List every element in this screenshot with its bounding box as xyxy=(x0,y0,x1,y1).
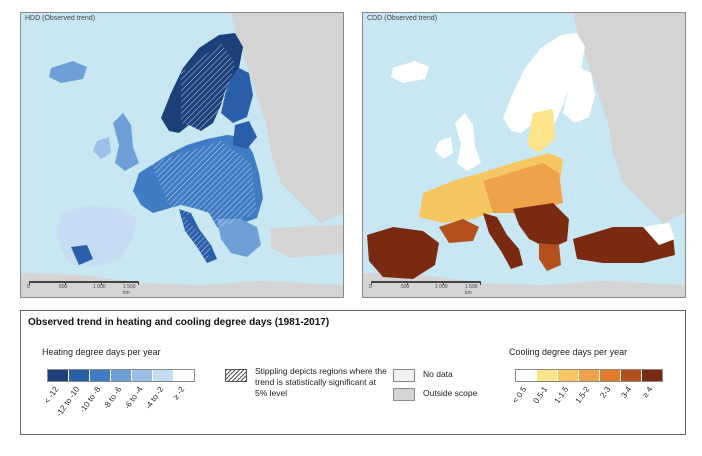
ireland xyxy=(93,137,111,159)
cdd-swatch xyxy=(621,370,642,381)
outside-scope-swatch xyxy=(393,388,415,401)
cdd-swatch xyxy=(516,370,537,381)
italy xyxy=(483,213,523,269)
scale-label: 0 xyxy=(369,284,372,290)
no-data-swatch xyxy=(393,369,415,382)
hdd-swatch xyxy=(153,370,174,381)
cdd-legend-label: Cooling degree days per year xyxy=(509,347,628,357)
greece xyxy=(539,243,561,271)
legend-box: Observed trend in heating and cooling de… xyxy=(20,310,686,435)
baltics xyxy=(233,121,257,149)
hdd-map xyxy=(21,13,343,297)
scale-label: 0 xyxy=(27,284,30,290)
outside-scope-turkey xyxy=(271,225,343,258)
scale-label: 500 xyxy=(401,284,410,290)
hdd-swatch xyxy=(90,370,111,381)
finland xyxy=(221,68,253,123)
legend-title: Observed trend in heating and cooling de… xyxy=(28,317,330,328)
iberia xyxy=(57,205,137,267)
stippling-swatch xyxy=(225,369,247,382)
hdd-color-scale xyxy=(47,369,195,382)
cdd-map xyxy=(363,13,685,297)
stippling-text: Stippling depicts regions where the tren… xyxy=(255,366,387,398)
outside-scope-africa xyxy=(363,273,685,297)
hdd-map-title: HDD (Observed trend) xyxy=(25,15,96,22)
hdd-swatch xyxy=(48,370,69,381)
cdd-map-title: CDD (Observed trend) xyxy=(367,15,438,22)
scale-label: 1 000 xyxy=(93,284,106,290)
cdd-swatch xyxy=(600,370,621,381)
hdd-swatch xyxy=(69,370,90,381)
cdd-swatch xyxy=(579,370,600,381)
scale-label: 1 500 km xyxy=(123,284,136,296)
iberia xyxy=(367,227,439,279)
hdd-map-panel[interactable]: HDD (Observed trend) 0 500 1 000 1 500 k… xyxy=(20,12,344,298)
cdd-swatch xyxy=(558,370,579,381)
finland xyxy=(563,68,595,123)
spain-south xyxy=(71,245,93,265)
iceland xyxy=(391,61,429,83)
scale-bar: 0 500 1 000 1 500 km xyxy=(27,281,139,296)
hdd-legend-label: Heating degree days per year xyxy=(42,347,161,357)
scandinavia xyxy=(503,33,585,133)
outside-scope-africa xyxy=(21,273,343,297)
iceland xyxy=(49,61,87,83)
outside-scope-land xyxy=(573,13,685,223)
ireland xyxy=(435,137,453,159)
outside-scope-land xyxy=(231,13,343,223)
cdd-swatch xyxy=(642,370,662,381)
scale-label: 1 500 km xyxy=(465,284,478,296)
great-britain xyxy=(113,113,139,171)
balkans xyxy=(513,203,569,249)
cdd-map-panel[interactable]: CDD (Observed trend) 0 500 1 000 1 500 k… xyxy=(362,12,686,298)
hdd-swatch xyxy=(132,370,153,381)
baltics xyxy=(527,109,555,153)
hdd-swatch xyxy=(111,370,132,381)
scale-label: 500 xyxy=(59,284,68,290)
outside-scope-text: Outside scope xyxy=(423,388,478,398)
hdd-swatch xyxy=(174,370,194,381)
great-britain xyxy=(455,113,481,171)
scale-label: 1 000 xyxy=(435,284,448,290)
france-south xyxy=(439,219,479,243)
eastern-europe xyxy=(483,163,563,213)
scale-bar: 0 500 1 000 1 500 km xyxy=(369,281,481,296)
turkey xyxy=(573,227,675,263)
hdd-stippling xyxy=(151,43,257,263)
no-data-text: No data xyxy=(423,369,453,379)
cdd-color-scale xyxy=(515,369,663,382)
balkans xyxy=(217,219,261,257)
cdd-swatch xyxy=(537,370,558,381)
turkey-white xyxy=(643,223,675,245)
